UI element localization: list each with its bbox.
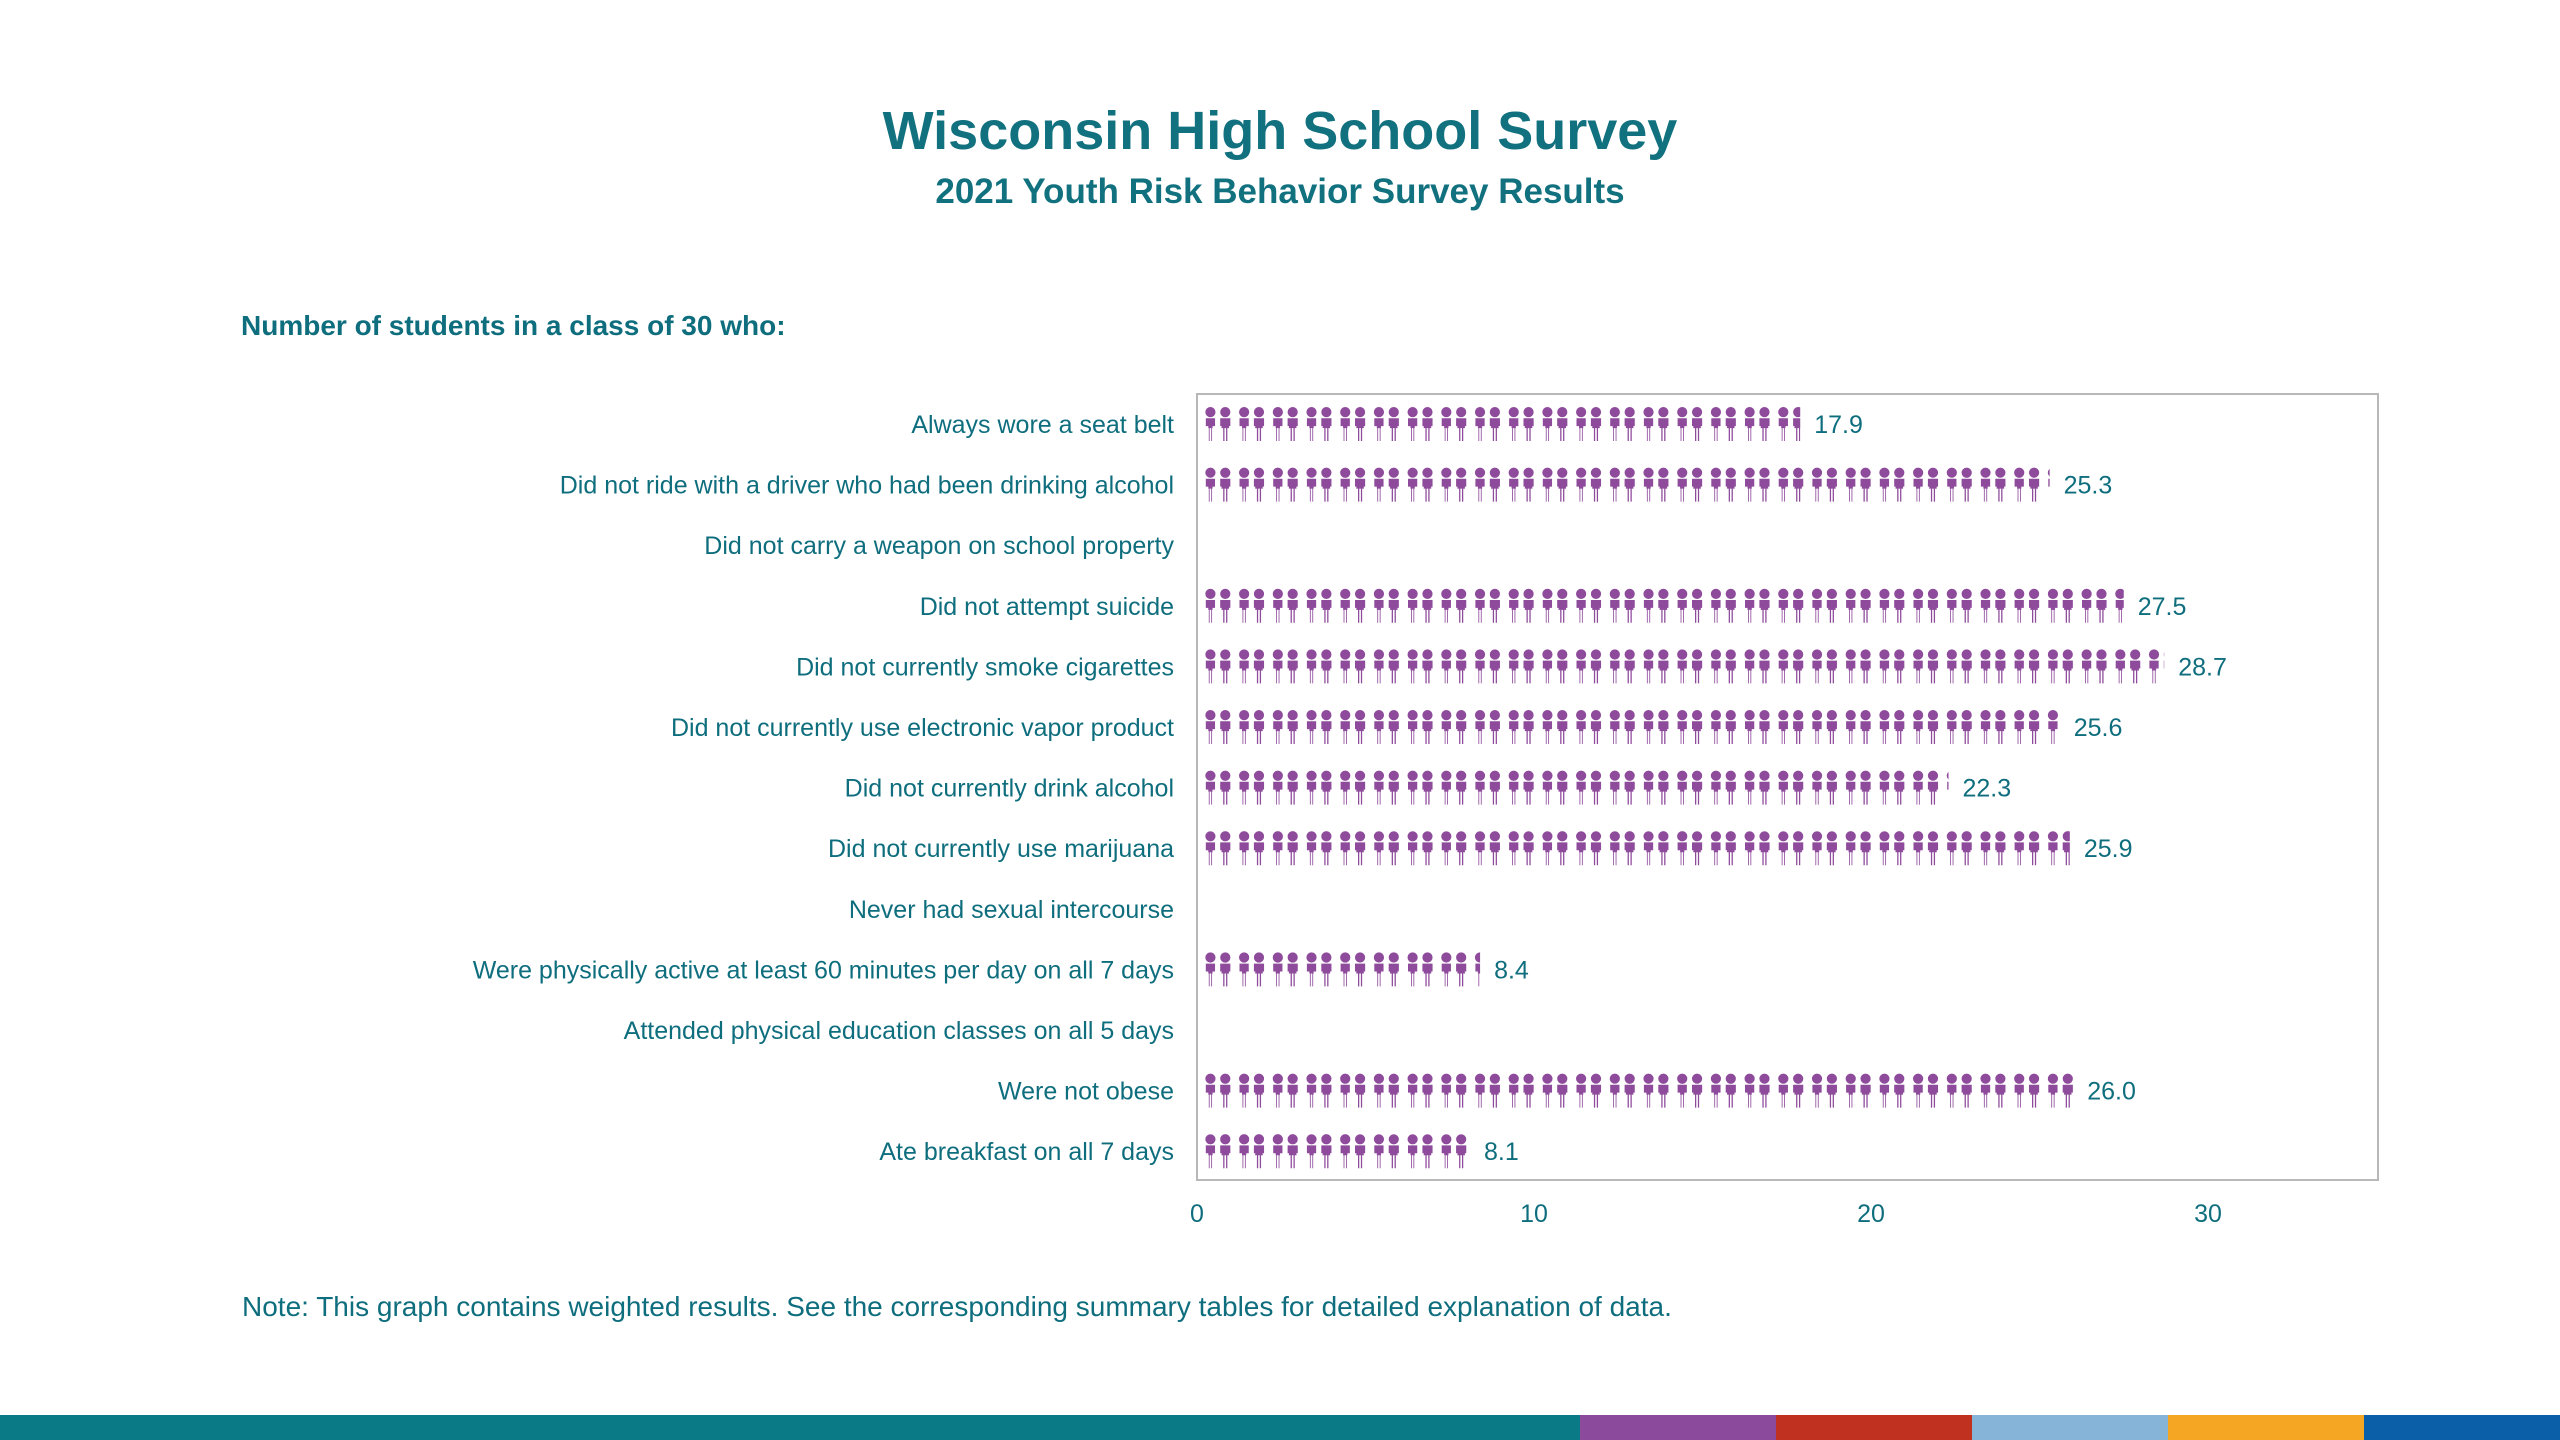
pictograph-bar <box>1205 952 1481 987</box>
chart-subtitle: 2021 Youth Risk Behavior Survey Results <box>935 172 1625 211</box>
category-label: Attended physical education classes on a… <box>624 1017 1174 1045</box>
pictograph-bar <box>1205 1073 2073 1108</box>
pictograph-bar <box>1205 831 2070 866</box>
value-label: 25.9 <box>2084 835 2133 863</box>
value-label: 28.7 <box>2178 653 2227 681</box>
pictograph-bar <box>1205 588 2124 623</box>
category-label: Ate breakfast on all 7 days <box>879 1138 1174 1166</box>
value-label: 25.3 <box>2064 472 2113 500</box>
footnote: Note: This graph contains weighted resul… <box>242 1291 1672 1322</box>
footer-segment <box>2168 1415 2364 1440</box>
footer-segment <box>2364 1415 2560 1440</box>
value-label: 8.1 <box>1484 1138 1519 1166</box>
category-label: Did not currently drink alcohol <box>845 775 1174 803</box>
footer-color-bar <box>0 1415 2560 1440</box>
category-label: Did not attempt suicide <box>920 593 1174 621</box>
footer-segment <box>1972 1415 2168 1440</box>
category-label: Did not ride with a driver who had been … <box>560 472 1174 500</box>
pictograph-bar <box>1205 649 2165 684</box>
category-label: Did not currently smoke cigarettes <box>796 653 1174 681</box>
category-label: Never had sexual intercourse <box>849 896 1174 924</box>
pictograph-bar <box>1205 406 1801 441</box>
chart-rows: Always wore a seat belt 17.9 Did not ride … <box>473 406 2227 1169</box>
value-label: 8.4 <box>1494 956 1529 984</box>
chart-title: Wisconsin High School Survey <box>882 101 1678 161</box>
footer-segment <box>1776 1415 1972 1440</box>
value-label: 22.3 <box>1963 775 2012 803</box>
x-tick-label: 30 <box>2194 1200 2222 1228</box>
footer-segment <box>0 1415 1580 1440</box>
category-label: Did not currently use electronic vapor p… <box>671 714 1174 742</box>
x-tick-label: 0 <box>1190 1200 1204 1228</box>
pictograph-bar <box>1205 1134 1467 1169</box>
value-label: 27.5 <box>2138 593 2187 621</box>
value-label: 25.6 <box>2074 714 2123 742</box>
category-label: Always wore a seat belt <box>911 411 1174 439</box>
value-label: 17.9 <box>1814 411 1863 439</box>
footer-segment <box>1580 1415 1776 1440</box>
pictograph-bar <box>1205 467 2050 502</box>
category-label: Did not currently use marijuana <box>828 835 1174 863</box>
x-axis: 0 10 20 30 <box>1190 1200 2222 1228</box>
x-tick-label: 20 <box>1857 1200 1885 1228</box>
category-label: Were not obese <box>998 1078 1174 1106</box>
chart-header-note: Number of students in a class of 30 who: <box>241 310 786 341</box>
category-label: Did not carry a weapon on school propert… <box>704 532 1174 560</box>
value-label: 26.0 <box>2087 1078 2136 1106</box>
category-label: Were physically active at least 60 minut… <box>473 956 1174 984</box>
pictograph-bar <box>1205 709 2059 744</box>
pictograph-bar <box>1205 770 1949 805</box>
x-tick-label: 10 <box>1520 1200 1548 1228</box>
